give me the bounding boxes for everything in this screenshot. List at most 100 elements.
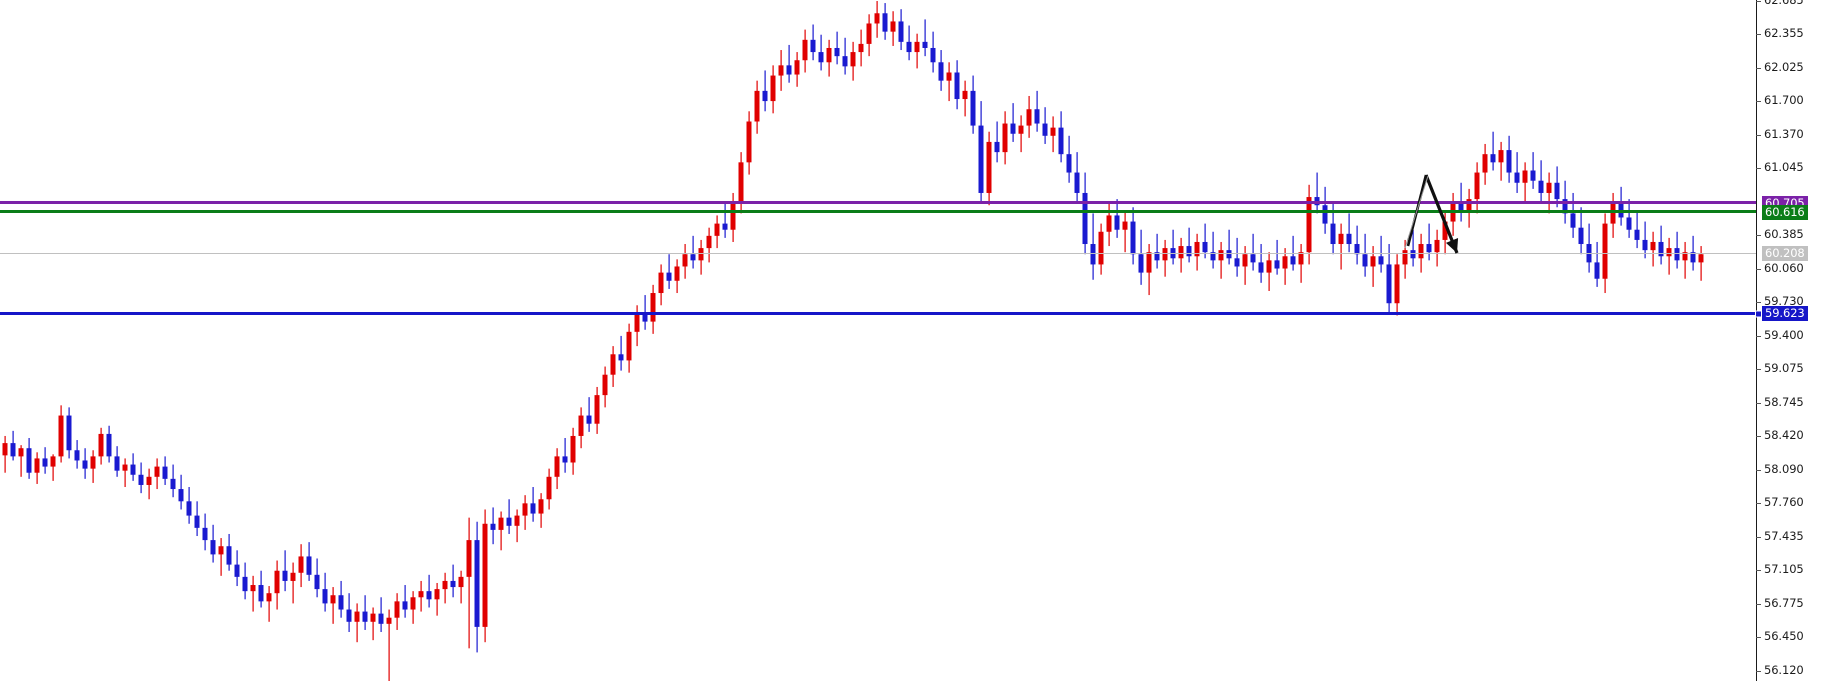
candle-body	[1082, 192, 1088, 245]
candle-body	[274, 570, 280, 594]
candle-body	[346, 609, 352, 622]
candle-body	[698, 248, 704, 261]
candle-body	[1226, 250, 1232, 259]
candle-wick	[1644, 221, 1646, 259]
axis-tick-label: 56.775	[1764, 595, 1804, 610]
annotations-layer[interactable]	[0, 0, 1756, 681]
candle-body	[562, 456, 568, 463]
candle-body	[946, 72, 952, 81]
candle-body	[1522, 170, 1528, 183]
price-line-last-price[interactable]	[0, 252, 1756, 254]
axis-tick-label: 57.760	[1764, 495, 1804, 510]
candle-wick	[452, 564, 454, 598]
candle-body	[1242, 254, 1248, 267]
candle-body	[362, 611, 368, 622]
candle-body	[442, 580, 448, 590]
candle-body	[154, 466, 160, 477]
candle-body	[730, 201, 736, 230]
candle-body	[818, 52, 824, 63]
price-line-resistance-upper[interactable]	[0, 201, 1756, 205]
candle-body	[186, 501, 192, 516]
candle-wick	[124, 458, 126, 488]
axis-tick	[1756, 268, 1761, 270]
price-axis[interactable]: 62.685 62.355 62.025 61.700 61.370 61.045 60.3…	[1755, 0, 1840, 681]
axis-tick-label: 62.355	[1764, 26, 1804, 41]
candle-body	[954, 72, 960, 100]
axis-vertical-line	[1756, 0, 1757, 681]
candle-body	[138, 474, 144, 485]
annotation-projection-guide[interactable]	[1404, 175, 1429, 249]
candle-body	[1602, 223, 1608, 279]
price-tag-drag-handle[interactable]	[1755, 310, 1762, 318]
candle-body	[1154, 252, 1160, 261]
candle-body	[690, 254, 696, 261]
candle-body	[682, 254, 688, 267]
candle-body	[722, 223, 728, 230]
candle-body	[794, 60, 800, 75]
candle-body	[1250, 254, 1256, 263]
candle-body	[1546, 182, 1552, 193]
price-line-support[interactable]	[0, 311, 1756, 315]
candle-wick	[924, 19, 926, 57]
price-line-resistance-lower[interactable]	[0, 210, 1756, 214]
candle-body	[466, 540, 472, 577]
candle-body	[410, 597, 416, 610]
candle-wick	[1172, 229, 1174, 265]
candle-body	[1378, 256, 1384, 265]
candle-body	[450, 580, 456, 588]
candle-body	[210, 540, 216, 555]
axis-tick	[1756, 603, 1761, 605]
candle-body	[1098, 231, 1104, 265]
candle-body	[810, 39, 816, 53]
candle-body	[162, 466, 168, 479]
candle-body	[250, 585, 256, 592]
candle-body	[1130, 221, 1136, 255]
candle-body	[1490, 154, 1496, 163]
candle-body	[1626, 217, 1632, 230]
candle-wick	[1188, 227, 1190, 263]
candle-body	[754, 90, 760, 122]
candle-body	[1330, 223, 1336, 245]
candle-body	[1146, 252, 1152, 273]
candle-body	[114, 456, 120, 471]
candle-body	[1362, 254, 1368, 267]
candle-wick	[292, 562, 294, 604]
axis-tick-label: 62.025	[1764, 59, 1804, 74]
candle-body	[194, 515, 200, 528]
axis-tick	[1756, 435, 1761, 437]
candle-body	[1018, 125, 1024, 134]
candle-body	[122, 464, 128, 471]
candle-body	[98, 433, 104, 457]
axis-tick-label: 57.105	[1764, 562, 1804, 577]
chart-plot-area[interactable]	[0, 0, 1756, 681]
axis-tick	[1756, 637, 1761, 639]
candle-body	[1274, 260, 1280, 269]
candle-body	[338, 595, 344, 610]
candle-wick	[1252, 233, 1254, 271]
axis-tick-label: 58.745	[1764, 394, 1804, 409]
candle-body	[306, 556, 312, 575]
candle-wick	[620, 335, 622, 371]
candle-wick	[1012, 103, 1014, 142]
axis-tick-label: 60.060	[1764, 260, 1804, 275]
candle-body	[1506, 150, 1512, 173]
candle-body	[266, 593, 272, 602]
candle-body	[498, 517, 504, 530]
candle-body	[1290, 256, 1296, 265]
candle-body	[1066, 154, 1072, 173]
price-tag-support[interactable]: 59.623	[1755, 306, 1808, 322]
candle-wick	[1492, 131, 1494, 171]
candle-body	[34, 458, 40, 473]
candle-body	[1258, 262, 1264, 273]
axis-tick	[1756, 536, 1761, 538]
candle-body	[1634, 229, 1640, 240]
candle-wick	[508, 499, 510, 534]
candle-body	[858, 43, 864, 53]
candle-wick	[268, 586, 270, 622]
axis-tick-label: 61.700	[1764, 93, 1804, 108]
price-tag-resistance-lower[interactable]: 60.616	[1762, 204, 1808, 220]
candle-wick	[252, 575, 254, 612]
candle-body	[1138, 254, 1144, 273]
price-tag-last-price[interactable]: 60.208	[1762, 246, 1808, 262]
candle-body	[1338, 233, 1344, 245]
